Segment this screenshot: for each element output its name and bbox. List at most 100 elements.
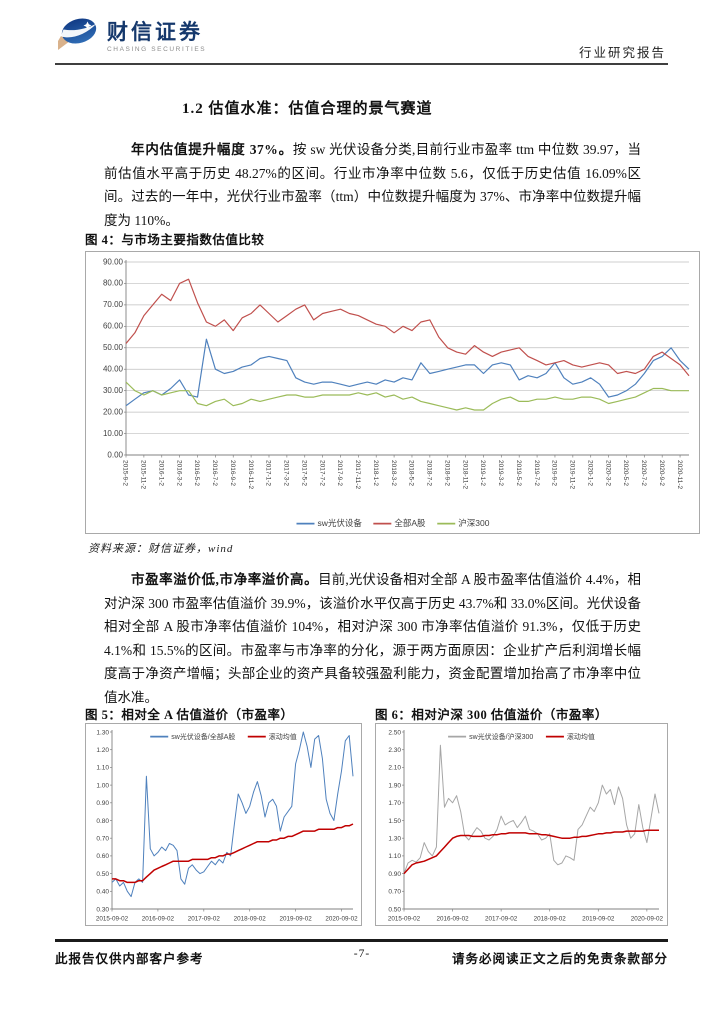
brand-text: 财信证券 CHASING SECURITIES [107,14,207,54]
svg-text:20.00: 20.00 [103,407,124,416]
svg-text:10.00: 10.00 [103,429,124,438]
figure4-title: 图 4：与市场主要指数估值比较 [85,229,700,253]
figure4-frame: 0.00 10.00 20.00 30.00 40.00 50.00 60.00 70.00 8… [85,251,700,534]
svg-text:0.90: 0.90 [388,871,401,878]
footer-note-right: 请务必阅读正文之后的免责条款部分 [451,952,668,966]
svg-text:2018-09-02: 2018-09-02 [234,915,267,922]
svg-text:2016-5-2: 2016-5-2 [193,460,200,486]
svg-text:2020-9-2: 2020-9-2 [658,460,665,486]
svg-text:2.10: 2.10 [388,765,401,772]
svg-text:2016-09-02: 2016-09-02 [436,915,469,922]
figure5-frame: 0.30 0.40 0.50 0.60 0.70 0.80 0.90 1.00 1.10 1.20… [85,723,362,926]
svg-text:2016-7-2: 2016-7-2 [211,460,218,486]
svg-text:0.80: 0.80 [96,818,109,825]
svg-text:2016-11-2: 2016-11-2 [247,460,254,490]
svg-text:2017-7-2: 2017-7-2 [318,460,325,486]
svg-text:1.30: 1.30 [388,836,401,843]
svg-text:2019-09-02: 2019-09-02 [280,915,313,922]
svg-text:1.30: 1.30 [96,729,109,736]
footer-divider [55,939,668,942]
svg-text:2017-09-02: 2017-09-02 [188,915,221,922]
svg-text:2018-5-2: 2018-5-2 [408,460,415,486]
paragraph-2-lead: 市盈率溢价低,市净率溢价高。 [131,572,319,587]
body-paragraph-2: 市盈率溢价低,市净率溢价高。目前,光伏设备相对全部 A 股市盈率估值溢价 4.4… [104,568,641,709]
svg-text:2016-09-02: 2016-09-02 [142,915,175,922]
svg-text:2018-11-2: 2018-11-2 [461,460,468,490]
svg-text:2.30: 2.30 [388,747,401,754]
svg-text:2020-11-2: 2020-11-2 [676,460,683,490]
svg-text:0.90: 0.90 [96,800,109,807]
svg-text:2016-9-2: 2016-9-2 [229,460,236,486]
svg-text:2015-11-2: 2015-11-2 [140,460,147,490]
svg-text:2020-3-2: 2020-3-2 [604,460,611,486]
svg-text:2020-09-02: 2020-09-02 [631,915,664,922]
svg-text:0.00: 0.00 [107,450,123,459]
svg-text:2017-9-2: 2017-9-2 [336,460,343,486]
paragraph-2-text: 目前,光伏设备相对全部 A 股市盈率估值溢价 4.4%，相对沪深 300 市盈率… [104,572,642,705]
svg-text:2018-9-2: 2018-9-2 [443,460,450,486]
svg-text:2.50: 2.50 [388,729,401,736]
svg-text:2019-09-02: 2019-09-02 [582,915,615,922]
figure4-chart: 0.00 10.00 20.00 30.00 40.00 50.00 60.00 70.00 8… [103,257,690,528]
svg-text:2017-3-2: 2017-3-2 [283,460,290,486]
svg-text:sw光伏设备/沪深300: sw光伏设备/沪深300 [469,732,533,741]
svg-text:2019-7-2: 2019-7-2 [533,460,540,486]
svg-text:沪深300: 沪深300 [458,518,489,528]
svg-text:1.10: 1.10 [96,765,109,772]
svg-text:1.10: 1.10 [388,853,401,860]
svg-text:2019-5-2: 2019-5-2 [515,460,522,486]
figure6-chart: 0.50 0.70 0.90 1.10 1.30 1.50 1.70 1.90 2.10 2.30… [388,729,664,922]
svg-text:2020-5-2: 2020-5-2 [622,460,629,486]
svg-text:2019-1-2: 2019-1-2 [479,460,486,486]
svg-text:1.00: 1.00 [96,782,109,789]
brand-logo-icon [58,18,97,50]
svg-text:2018-1-2: 2018-1-2 [372,460,379,486]
svg-text:1.70: 1.70 [388,800,401,807]
svg-text:0.30: 0.30 [96,906,109,913]
svg-text:1.90: 1.90 [388,782,401,789]
svg-text:70.00: 70.00 [103,300,124,309]
svg-text:0.50: 0.50 [388,906,401,913]
svg-text:2015-09-02: 2015-09-02 [96,915,129,922]
svg-text:50.00: 50.00 [103,343,124,352]
report-type-label: 行业研究报告 [578,46,666,60]
svg-text:2017-11-2: 2017-11-2 [354,460,361,490]
svg-text:2015-09-02: 2015-09-02 [388,915,421,922]
paragraph-1-text: 按 sw 光伏设备分类,目前行业市盈率 ttm 中位数 39.97，当前估值水平… [104,142,641,228]
svg-text:2020-7-2: 2020-7-2 [640,460,647,486]
svg-text:0.70: 0.70 [388,889,401,896]
svg-text:2019-3-2: 2019-3-2 [497,460,504,486]
body-paragraph-1: 年内估值提升幅度 37%。按 sw 光伏设备分类,目前行业市盈率 ttm 中位数… [104,138,641,232]
svg-text:2016-3-2: 2016-3-2 [175,460,182,486]
svg-text:0.60: 0.60 [96,853,109,860]
svg-text:80.00: 80.00 [103,279,124,288]
svg-text:2018-7-2: 2018-7-2 [426,460,433,486]
figure6-frame: 0.50 0.70 0.90 1.10 1.30 1.50 1.70 1.90 2.10 2.30… [375,723,668,926]
svg-text:sw光伏设备/全部A股: sw光伏设备/全部A股 [171,732,235,741]
svg-text:2020-1-2: 2020-1-2 [586,460,593,486]
svg-text:30.00: 30.00 [103,386,124,395]
footer-page-number: -7- [353,948,371,960]
footer-note-left: 此报告仅供内部客户参考 [55,952,204,966]
svg-text:2017-1-2: 2017-1-2 [265,460,272,486]
section-heading: 1.2 估值水准：估值合理的景气赛道 [182,101,433,117]
brand-logo: 财信证券 CHASING SECURITIES [57,14,206,53]
brand-name: 财信证券 [107,21,203,44]
svg-text:60.00: 60.00 [103,322,124,331]
svg-text:40.00: 40.00 [103,365,124,374]
svg-text:2019-11-2: 2019-11-2 [569,460,576,490]
svg-text:2018-09-02: 2018-09-02 [534,915,567,922]
brand-subtitle: CHASING SECURITIES [107,46,207,53]
svg-text:2015-9-2: 2015-9-2 [122,460,129,486]
svg-text:sw光伏设备: sw光伏设备 [317,518,362,528]
svg-text:2019-9-2: 2019-9-2 [551,460,558,486]
svg-text:全部A股: 全部A股 [394,518,426,528]
svg-text:0.40: 0.40 [96,889,109,896]
svg-text:0.70: 0.70 [96,836,109,843]
svg-text:0.50: 0.50 [96,871,109,878]
svg-text:1.20: 1.20 [96,747,109,754]
svg-text:2017-09-02: 2017-09-02 [485,915,518,922]
svg-text:2018-3-2: 2018-3-2 [390,460,397,486]
figure4-source: 资料来源：财信证券，wind [88,543,234,555]
